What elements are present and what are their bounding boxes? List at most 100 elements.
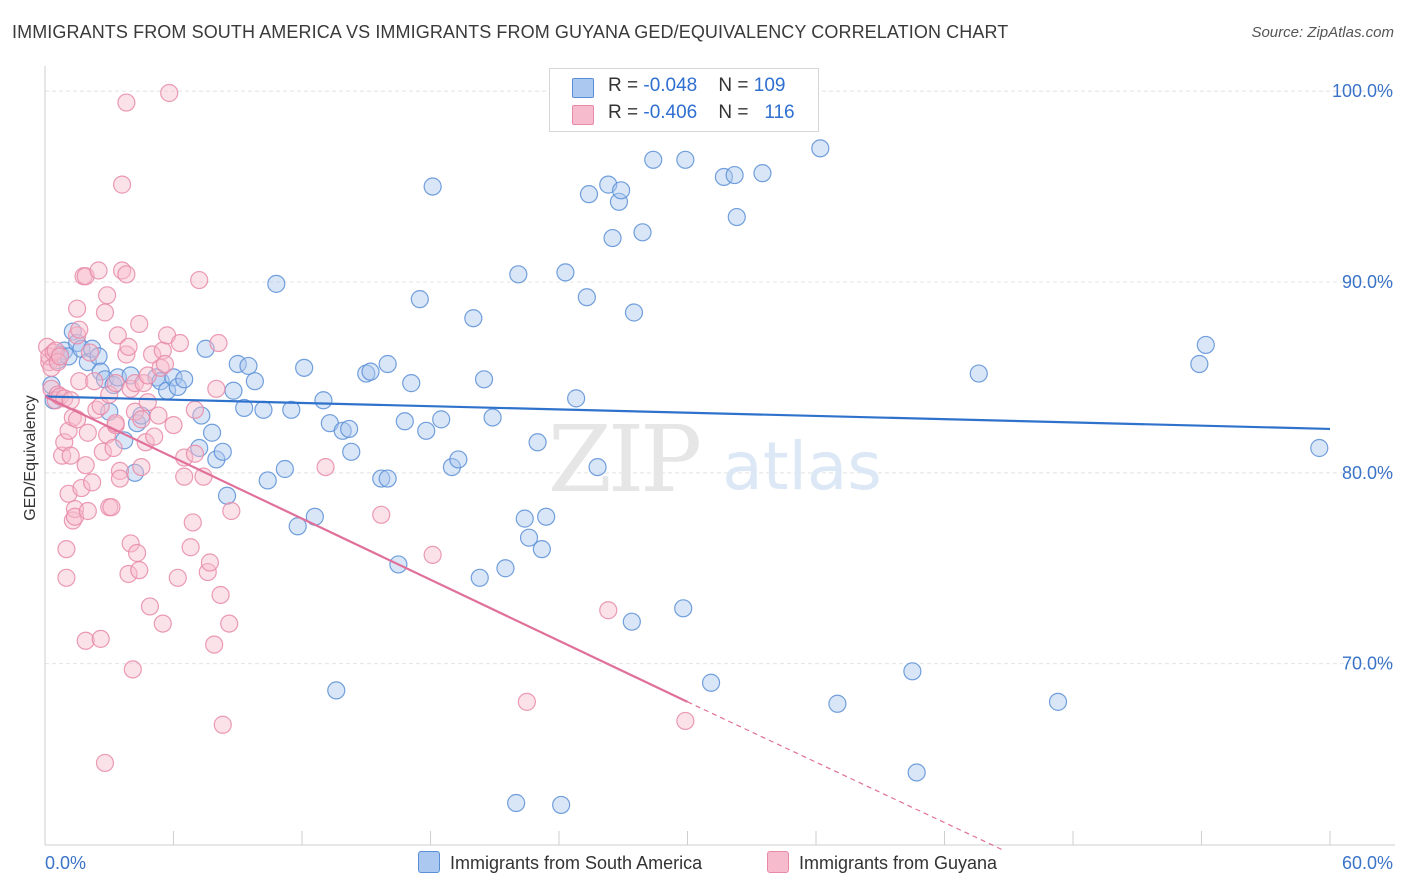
data-point bbox=[644, 150, 663, 169]
data-point bbox=[372, 469, 391, 488]
source-label: Source: ZipAtlas.com bbox=[1251, 24, 1394, 41]
data-point bbox=[361, 362, 380, 381]
data-point bbox=[217, 486, 237, 505]
data-point bbox=[95, 753, 115, 773]
data-point bbox=[633, 223, 652, 242]
data-point bbox=[612, 181, 631, 200]
data-point bbox=[275, 459, 294, 479]
data-point bbox=[185, 444, 205, 463]
data-point bbox=[753, 164, 772, 183]
data-point bbox=[76, 631, 95, 650]
data-point bbox=[112, 175, 132, 194]
legend-r-label: R = bbox=[608, 75, 644, 96]
bottom-legend-label: Immigrants from South America bbox=[450, 853, 703, 873]
tick-labels: 70.0% 80.0% 90.0% 100.0% 0.0% 60.0% bbox=[45, 81, 1393, 873]
data-point bbox=[342, 442, 361, 461]
data-point bbox=[470, 568, 489, 587]
data-point bbox=[209, 333, 228, 353]
data-point bbox=[185, 400, 205, 419]
data-point bbox=[190, 270, 209, 290]
legend-n-label: N = bbox=[718, 102, 754, 123]
data-point bbox=[811, 139, 830, 158]
data-point bbox=[432, 410, 451, 429]
data-point bbox=[117, 93, 136, 112]
data-point bbox=[72, 478, 91, 498]
data-point bbox=[402, 374, 421, 393]
data-point bbox=[83, 473, 102, 492]
data-point bbox=[676, 150, 695, 169]
data-point bbox=[676, 711, 695, 731]
data-point bbox=[183, 513, 202, 532]
data-point bbox=[603, 228, 622, 248]
data-point bbox=[258, 471, 277, 490]
data-point bbox=[267, 274, 286, 293]
data-point bbox=[423, 545, 442, 564]
data-point bbox=[1048, 692, 1068, 711]
data-point bbox=[579, 185, 599, 204]
data-point bbox=[70, 372, 89, 391]
watermark-zip: ZIP bbox=[548, 406, 699, 513]
data-point bbox=[378, 469, 397, 488]
data-point bbox=[517, 692, 536, 711]
data-point bbox=[333, 421, 352, 440]
data-point bbox=[132, 410, 151, 429]
data-point bbox=[316, 457, 335, 477]
data-point bbox=[969, 364, 988, 383]
bottom-legend-south-america: Immigrants from South America bbox=[418, 851, 702, 874]
bottom-legend-swatch-blue bbox=[418, 851, 440, 873]
data-point bbox=[170, 333, 190, 353]
data-point bbox=[828, 694, 847, 713]
data-point bbox=[496, 559, 515, 578]
data-point bbox=[76, 456, 95, 475]
data-point bbox=[599, 601, 618, 620]
data-point bbox=[205, 635, 224, 654]
data-point bbox=[903, 662, 922, 681]
y-tick-label: 70.0% bbox=[1342, 654, 1393, 674]
data-point bbox=[577, 288, 596, 307]
y-axis-label: GED/Equivalency bbox=[22, 395, 39, 520]
bottom-legend-swatch-pink bbox=[767, 851, 789, 873]
data-point bbox=[519, 528, 539, 547]
data-point bbox=[57, 540, 76, 559]
data-point bbox=[1196, 335, 1215, 355]
data-point bbox=[130, 314, 149, 334]
legend-swatch-blue bbox=[572, 78, 594, 98]
data-point bbox=[125, 402, 145, 421]
data-point bbox=[89, 347, 108, 366]
x-tick-label: 0.0% bbox=[45, 853, 86, 873]
data-point bbox=[423, 177, 442, 196]
data-point bbox=[110, 469, 130, 488]
data-point bbox=[567, 389, 586, 408]
data-point bbox=[132, 457, 151, 477]
data-point bbox=[727, 207, 746, 227]
data-point bbox=[117, 265, 136, 284]
data-point bbox=[127, 543, 147, 563]
data-point bbox=[50, 347, 70, 366]
data-point bbox=[222, 501, 241, 521]
watermark: ZIP atlas bbox=[548, 406, 882, 513]
data-point bbox=[224, 381, 243, 400]
legend-r-label: R = bbox=[608, 102, 644, 123]
axes bbox=[44, 66, 1395, 846]
legend-n-value: 109 bbox=[753, 75, 786, 96]
correlation-legend: R = -0.048 N = 109 R = -0.406 N = 116 bbox=[549, 68, 819, 132]
data-point bbox=[108, 326, 127, 345]
data-point bbox=[175, 467, 194, 486]
data-point bbox=[295, 358, 314, 377]
data-point bbox=[168, 377, 187, 397]
data-point bbox=[537, 507, 556, 526]
y-tick-label: 80.0% bbox=[1342, 463, 1393, 483]
data-point bbox=[701, 673, 721, 692]
data-point bbox=[314, 391, 333, 410]
data-point bbox=[417, 421, 436, 440]
data-point bbox=[609, 192, 629, 211]
y-tick-label: 90.0% bbox=[1342, 272, 1393, 292]
data-point bbox=[91, 629, 110, 648]
data-point bbox=[89, 261, 108, 280]
data-point bbox=[483, 408, 502, 427]
data-point bbox=[340, 419, 359, 439]
data-point bbox=[213, 442, 232, 461]
legend-r-value: -0.048 bbox=[643, 75, 698, 96]
legend-r-value: -0.406 bbox=[643, 102, 698, 123]
data-point bbox=[155, 354, 175, 374]
